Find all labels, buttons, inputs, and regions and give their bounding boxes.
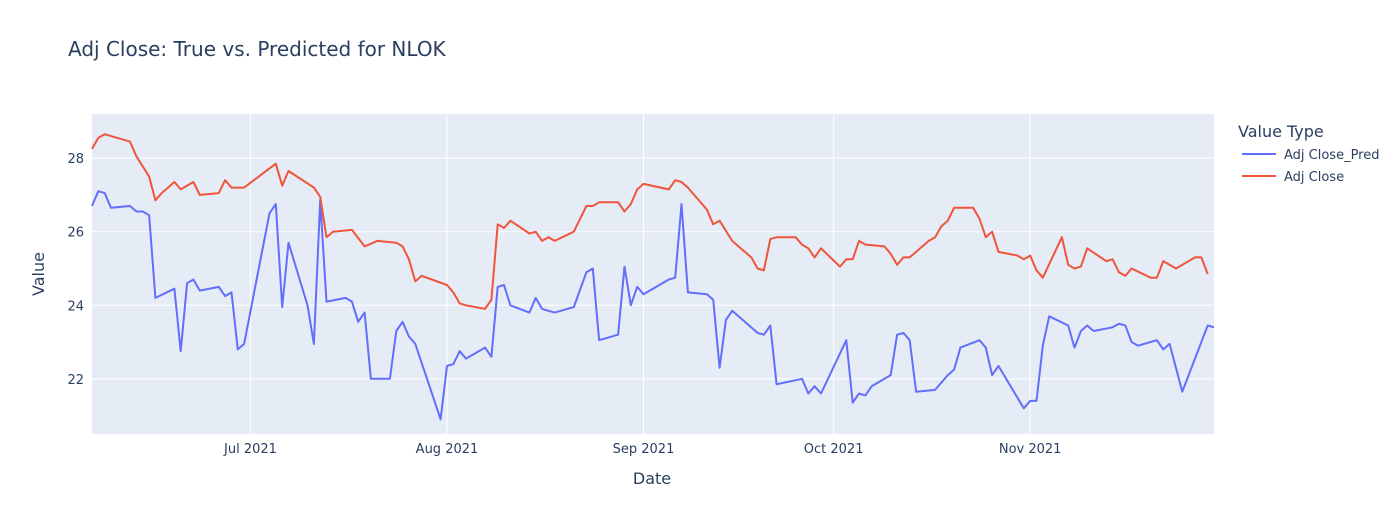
legend-item[interactable]: Adj Close bbox=[1242, 170, 1344, 185]
legend-label: Adj Close bbox=[1284, 170, 1344, 185]
x-tick-label: Nov 2021 bbox=[999, 442, 1062, 457]
x-tick-label: Jul 2021 bbox=[223, 442, 277, 457]
y-tick-label: 28 bbox=[67, 152, 84, 167]
x-tick-label: Aug 2021 bbox=[416, 442, 479, 457]
y-axis-title: Value bbox=[29, 252, 48, 296]
y-axis-ticks: 22 24 26 28 bbox=[67, 152, 84, 388]
legend-items[interactable]: Adj Close_Pred Adj Close bbox=[1242, 148, 1380, 185]
legend-item[interactable]: Adj Close_Pred bbox=[1242, 148, 1380, 163]
series-line-adj-close-pred bbox=[91, 190, 1215, 421]
series-line-adj-close bbox=[91, 133, 1209, 310]
x-tick-label: Oct 2021 bbox=[804, 442, 864, 457]
y-tick-label: 24 bbox=[67, 299, 84, 314]
chart-title: Adj Close: True vs. Predicted for NLOK bbox=[68, 37, 447, 61]
legend-label: Adj Close_Pred bbox=[1284, 148, 1380, 163]
legend-title: Value Type bbox=[1238, 122, 1324, 141]
plot-background bbox=[92, 114, 1214, 434]
x-tick-label: Sep 2021 bbox=[613, 442, 675, 457]
y-tick-label: 22 bbox=[67, 373, 84, 388]
y-tick-label: 26 bbox=[67, 226, 84, 241]
plot-area bbox=[92, 114, 1214, 434]
x-axis-ticks: Jul 2021 Aug 2021 Sep 2021 Oct 2021 Nov 2021 bbox=[223, 442, 1061, 457]
series-layer bbox=[91, 133, 1215, 421]
x-axis-title: Date bbox=[633, 469, 671, 488]
legend[interactable]: Value Type Adj Close_Pred Adj Close bbox=[1238, 122, 1380, 185]
